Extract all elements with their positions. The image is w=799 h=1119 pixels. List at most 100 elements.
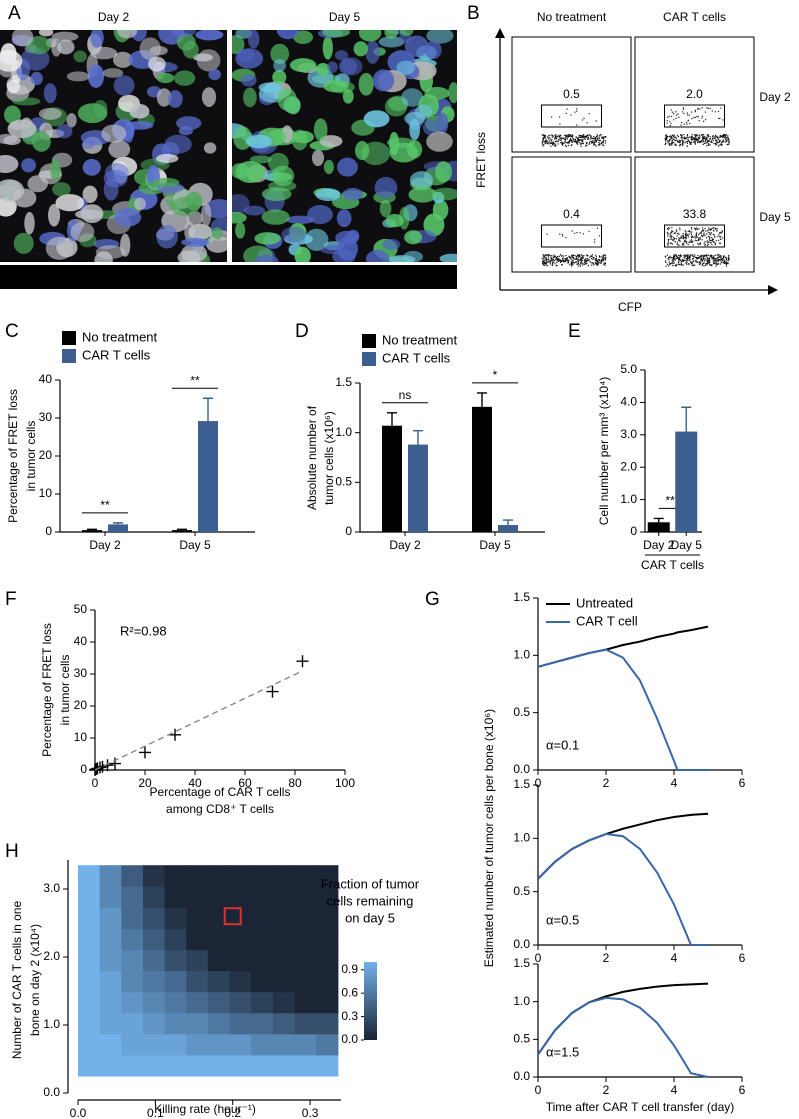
heat-cell — [229, 1012, 252, 1035]
flow-dot — [580, 258, 582, 261]
flow-dot — [702, 229, 704, 231]
flow-dot — [561, 233, 563, 236]
flow-dot — [703, 120, 705, 122]
flow-dot — [562, 260, 564, 262]
flow-dot — [687, 230, 689, 232]
flow-dot — [691, 241, 693, 244]
flow-dot — [695, 257, 698, 259]
flow-dot — [674, 258, 676, 260]
flow-dot — [674, 264, 676, 266]
flow-dot — [665, 136, 667, 138]
flow-dot — [716, 263, 718, 266]
flow-dot — [544, 142, 546, 144]
flow-dot — [582, 264, 584, 266]
flow-dot — [552, 258, 554, 260]
flow-dot — [684, 237, 687, 239]
cell-blob — [289, 58, 317, 73]
heat-cell — [294, 991, 317, 1014]
flow-dot — [571, 254, 573, 257]
flow-dot — [715, 257, 717, 260]
heat-cell — [229, 1054, 252, 1077]
flow-dot — [585, 135, 588, 137]
bar — [198, 421, 218, 532]
flow-dot — [673, 232, 675, 235]
flow-dot — [695, 134, 697, 136]
flow-dot — [671, 141, 673, 143]
flow-dot — [561, 141, 563, 143]
heat-cell — [229, 886, 252, 908]
flow-dot — [705, 233, 708, 235]
flow-dot — [571, 137, 574, 139]
flow-dot — [670, 234, 672, 237]
flow-dot — [559, 134, 561, 136]
flow-dot — [598, 235, 601, 237]
flow-dot — [582, 233, 585, 235]
flow-dot — [709, 232, 711, 234]
x-tick-label: 4 — [671, 776, 678, 790]
flow-dot — [574, 232, 576, 234]
flow-dot — [558, 135, 560, 137]
flow-dot — [700, 259, 702, 261]
flow-dot — [572, 258, 575, 260]
flow-dot — [594, 142, 596, 144]
flow-dot — [694, 228, 697, 230]
flow-dot — [589, 138, 591, 140]
flow-dot — [544, 135, 546, 137]
legend-label: CAR T cell — [576, 613, 638, 628]
flow-dot — [712, 262, 715, 264]
flow-dot — [547, 141, 549, 144]
flow-dot — [708, 259, 710, 261]
cell-blob — [247, 30, 260, 49]
heat-cell — [294, 865, 317, 887]
heat-cell — [207, 1012, 231, 1035]
x-axis-title: Time after CAR T cell transfer (day) — [546, 1100, 735, 1114]
flow-dot — [723, 140, 725, 142]
flow-dot — [688, 256, 691, 258]
legend-swatch — [62, 349, 76, 363]
flow-dot — [726, 143, 728, 145]
flow-dot — [567, 260, 569, 262]
legend-label: CAR T cells — [82, 347, 151, 362]
flow-dot — [668, 143, 670, 145]
flow-dot — [548, 254, 550, 256]
flow-dot — [702, 263, 704, 265]
flow-dot — [578, 134, 580, 136]
flow-dot — [549, 142, 551, 144]
flow-dot — [708, 241, 710, 243]
point — [139, 746, 151, 759]
flow-dot — [692, 244, 694, 246]
flow-dot — [665, 134, 667, 136]
cell-blob — [293, 30, 314, 45]
flow-dot — [724, 136, 726, 138]
flow-dot — [574, 254, 576, 257]
heat-cell — [142, 1033, 166, 1056]
flow-dot — [580, 259, 582, 261]
heat-cell — [186, 865, 209, 887]
flow-dot — [704, 260, 706, 262]
bar — [408, 444, 428, 532]
flow-dot — [695, 229, 697, 231]
colorbar — [364, 962, 377, 1040]
flow-dot — [718, 137, 720, 139]
flow-dot — [687, 236, 689, 238]
flow-dot — [728, 140, 730, 142]
flow-dot — [580, 257, 582, 259]
flow-dot — [604, 140, 607, 142]
heat-cell — [272, 1012, 296, 1035]
flow-dot — [545, 262, 548, 264]
flow-dot — [672, 257, 674, 259]
flow-dot — [560, 254, 562, 256]
flow-dot — [596, 262, 598, 265]
flow-dot — [571, 261, 573, 264]
flow-dot — [678, 244, 680, 246]
cell-blob — [176, 33, 196, 51]
flow-dot — [693, 227, 696, 229]
flow-dot — [572, 263, 574, 265]
flow-dot — [709, 107, 711, 109]
flow-dot — [593, 135, 595, 138]
flow-dot — [719, 232, 721, 234]
flow-dot — [689, 258, 691, 260]
flow-dot — [678, 116, 680, 118]
flow-dot — [681, 258, 683, 261]
flow-dot — [720, 257, 722, 259]
